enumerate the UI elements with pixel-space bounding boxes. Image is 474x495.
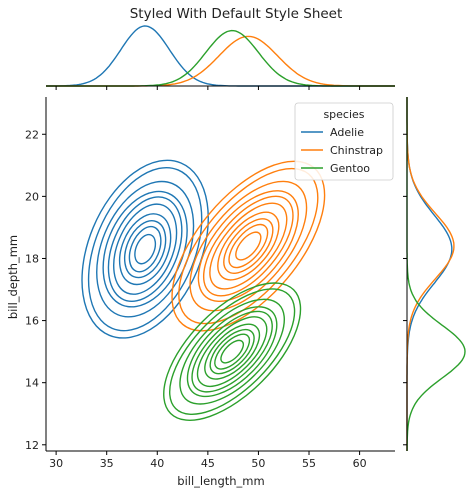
legend-label-chinstrap: Chinstrap [330,144,383,157]
x-tick-label: 35 [100,457,114,470]
legend-title: species [323,108,364,121]
y-axis-ticks: 12 14 16 18 20 22 [25,128,407,452]
x-axis-label: bill_length_mm [177,474,264,488]
contour-adelie [113,203,178,295]
contour-adelie [123,220,167,279]
contour-chinstrap [228,223,269,269]
y-tick-label: 22 [25,128,39,141]
main-axes [45,85,408,452]
contour-adelie [81,159,209,339]
right-density-gentoo [406,97,466,452]
y-tick-label: 20 [25,190,39,203]
y-tick-label: 12 [25,439,39,452]
x-tick-label: 45 [201,457,215,470]
legend-label-adelie: Adelie [330,126,364,139]
contour-gentoo [186,306,278,398]
contour-chinstrap [197,190,299,303]
contour-chinstrap [223,218,274,274]
contour-gentoo [220,339,245,364]
contour-gentoo [179,298,286,405]
x-axis-ticks: 30 35 40 45 50 55 60 [49,86,367,470]
contour-gentoo [163,282,302,421]
contour-gentoo [196,316,268,387]
y-tick-label: 14 [25,377,39,390]
legend-label-gentoo: Gentoo [330,162,370,175]
right-density-adelie [406,97,453,451]
right-density-chinstrap [406,97,455,451]
legend: species Adelie Chinstrap Gentoo [294,102,394,181]
contour-chinstrap [189,180,308,312]
contour-adelie [107,196,183,303]
contour-adelie [134,233,157,265]
contour-adelie [102,190,188,308]
contour-chinstrap [202,195,294,297]
x-tick-label: 55 [302,457,316,470]
kde-contours [81,159,326,421]
contour-chinstrap [235,231,262,261]
x-tick-label: 60 [353,457,367,470]
contour-gentoo [209,328,255,375]
contour-adelie [118,213,172,286]
top-density-gentoo [46,29,395,87]
contour-chinstrap [209,202,288,290]
chart-title: Styled With Default Style Sheet [130,6,343,22]
y-tick-label: 18 [25,252,39,265]
contour-gentoo [204,323,261,380]
x-tick-label: 50 [251,457,265,470]
top-density-chinstrap [46,35,395,87]
contour-gentoo [168,288,296,416]
contour-adelie [128,225,162,273]
right-marginal-plot [406,97,466,452]
contour-chinstrap [217,211,280,281]
y-axis-label: bill_depth_mm [6,235,20,319]
top-marginal-plot [46,25,395,87]
contour-gentoo [191,310,273,393]
x-tick-label: 40 [150,457,164,470]
contour-adelie [87,166,203,332]
y-tick-label: 16 [25,315,39,328]
legend-box [294,102,394,181]
contour-gentoo [214,333,251,370]
x-tick-label: 30 [49,457,63,470]
